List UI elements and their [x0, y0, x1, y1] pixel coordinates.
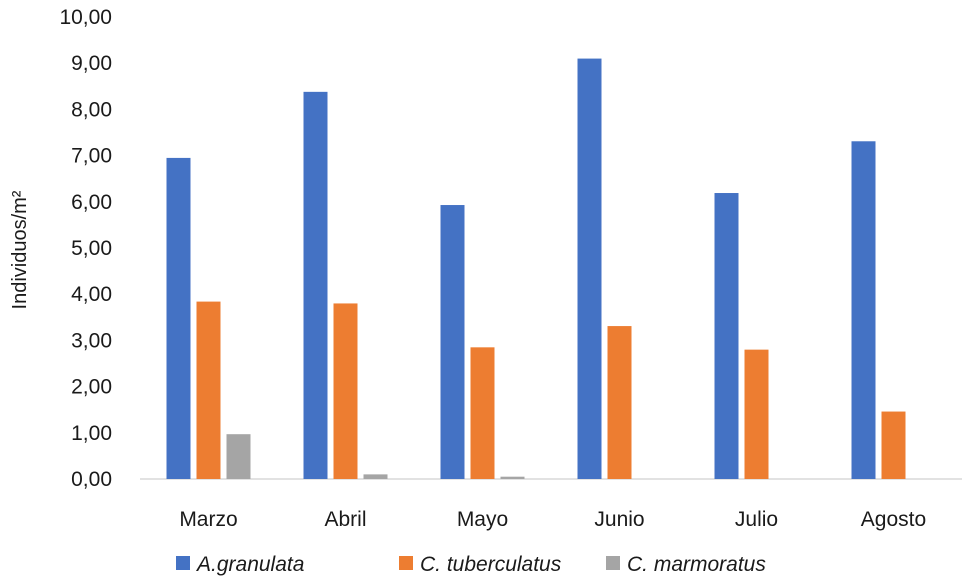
legend-label: C. marmoratus: [627, 553, 766, 576]
bar-a-granulata-abril: [303, 91, 328, 480]
bar-c-tuberculatus-junio: [607, 326, 632, 479]
legend-label: C. tuberculatus: [420, 553, 562, 576]
y-axis-ticks: 0,00 1,00 2,00 3,00 4,00 5,00 6,00 7,00 8,00 9,00…: [59, 6, 112, 491]
x-category-label: Mayo: [457, 508, 508, 531]
y-tick-label: 1,00: [71, 422, 112, 445]
bar-a-granulata-agosto: [851, 141, 876, 479]
y-axis-title: Individuos/m²: [9, 190, 31, 309]
legend-swatch: [399, 556, 413, 570]
category-labels: Marzo Abril Mayo Junio Julio Agosto: [179, 508, 926, 531]
bar-c-tuberculatus-mayo: [470, 347, 495, 479]
bar-a-granulata-marzo: [166, 157, 191, 479]
bar-a-granulata-mayo: [440, 205, 465, 479]
bar-c-tuberculatus-marzo: [196, 301, 221, 479]
y-tick-label: 5,00: [71, 237, 112, 260]
legend-label: A.granulata: [195, 553, 304, 576]
x-category-label: Abril: [324, 508, 366, 531]
bar-c-tuberculatus-agosto: [881, 411, 906, 479]
bar-c-tuberculatus-julio: [744, 349, 769, 479]
y-tick-label: 2,00: [71, 376, 112, 399]
y-tick-label: 3,00: [71, 329, 112, 352]
bar-c-marmoratus-abril: [363, 474, 388, 479]
y-tick-label: 9,00: [71, 52, 112, 75]
legend-swatch: [606, 556, 620, 570]
y-tick-label: 10,00: [59, 6, 112, 29]
y-tick-label: 4,00: [71, 283, 112, 306]
y-tick-label: 8,00: [71, 98, 112, 121]
legend-swatch: [176, 556, 190, 570]
bar-a-granulata-junio: [577, 58, 602, 479]
x-category-label: Junio: [594, 508, 644, 531]
bar-c-marmoratus-marzo: [226, 434, 251, 479]
y-tick-label: 7,00: [71, 145, 112, 168]
bar-a-granulata-julio: [714, 193, 739, 479]
y-tick-label: 6,00: [71, 191, 112, 214]
bar-c-tuberculatus-abril: [333, 303, 358, 479]
bars: [166, 58, 906, 480]
x-category-label: Julio: [735, 508, 778, 531]
bar-c-marmoratus-mayo: [500, 476, 525, 479]
y-tick-label: 0,00: [71, 468, 112, 491]
x-category-label: Agosto: [861, 508, 926, 531]
x-category-label: Marzo: [179, 508, 237, 531]
legend: A.granulata C. tuberculatus C. marmoratus: [176, 553, 766, 576]
